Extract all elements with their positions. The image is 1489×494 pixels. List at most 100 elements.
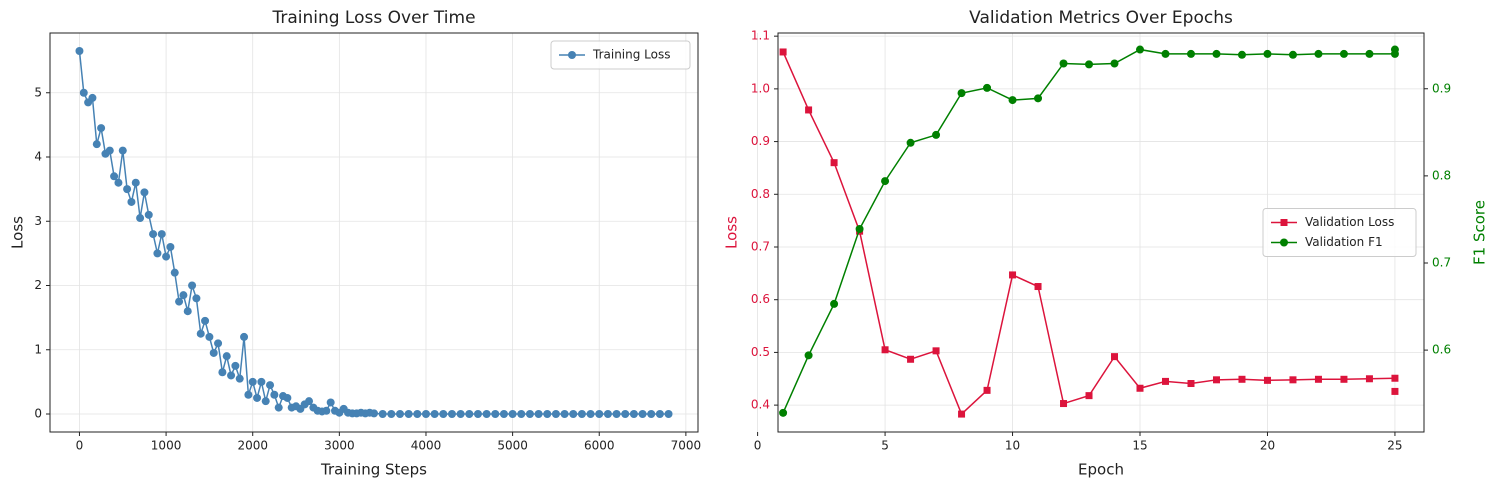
marker bbox=[629, 410, 638, 419]
marker bbox=[804, 351, 813, 360]
marker bbox=[1365, 49, 1374, 58]
marker bbox=[779, 48, 787, 56]
marker bbox=[131, 178, 140, 187]
marker bbox=[881, 346, 889, 354]
marker bbox=[1391, 387, 1399, 395]
y-tick-label: 1.0 bbox=[751, 81, 770, 95]
legend-marker bbox=[1280, 238, 1288, 247]
marker bbox=[430, 410, 439, 419]
y-axis-label: Loss bbox=[9, 216, 27, 249]
marker bbox=[543, 410, 552, 419]
marker bbox=[1059, 59, 1068, 68]
marker bbox=[1314, 49, 1323, 58]
marker bbox=[170, 268, 179, 277]
marker bbox=[1085, 392, 1093, 400]
marker bbox=[214, 339, 223, 348]
marker bbox=[244, 390, 253, 399]
marker bbox=[1365, 375, 1373, 383]
x-tick-label: 10 bbox=[1005, 439, 1020, 453]
marker bbox=[1314, 375, 1322, 383]
marker bbox=[209, 348, 218, 357]
marker bbox=[1008, 96, 1017, 105]
legend-label: Training Loss bbox=[592, 48, 670, 62]
x-tick-label: 3000 bbox=[324, 439, 355, 453]
marker bbox=[482, 410, 491, 419]
y-tick-label: 0.7 bbox=[751, 239, 770, 253]
marker bbox=[1060, 400, 1068, 408]
marker bbox=[855, 225, 864, 234]
marker bbox=[222, 352, 231, 361]
marker bbox=[447, 410, 456, 419]
marker bbox=[175, 297, 184, 306]
marker bbox=[1111, 353, 1119, 361]
marker bbox=[1212, 49, 1221, 58]
marker bbox=[1263, 49, 1272, 58]
marker bbox=[201, 316, 210, 325]
marker bbox=[322, 406, 331, 415]
marker bbox=[1110, 59, 1119, 68]
marker bbox=[421, 410, 430, 419]
y-tick-label: 0.5 bbox=[751, 345, 770, 359]
marker bbox=[1009, 271, 1017, 279]
legend-marker bbox=[1280, 219, 1288, 226]
marker bbox=[932, 347, 940, 355]
chart-title: Training Loss Over Time bbox=[271, 8, 475, 28]
y2-tick-label: 0.9 bbox=[1432, 81, 1451, 95]
marker bbox=[378, 410, 387, 419]
marker bbox=[326, 398, 335, 407]
marker bbox=[110, 172, 119, 181]
marker bbox=[1161, 377, 1169, 385]
marker bbox=[638, 410, 647, 419]
marker bbox=[149, 230, 158, 239]
marker bbox=[270, 390, 279, 399]
marker bbox=[114, 178, 123, 187]
y-tick-label: 5 bbox=[34, 85, 42, 99]
legend-label: Validation Loss bbox=[1305, 215, 1394, 229]
x-tick-label: 0 bbox=[76, 439, 84, 453]
marker bbox=[118, 146, 127, 155]
marker bbox=[157, 230, 166, 239]
y-axis-label: Loss bbox=[723, 216, 741, 249]
marker bbox=[958, 410, 966, 418]
marker bbox=[205, 332, 214, 341]
marker bbox=[983, 83, 992, 92]
marker bbox=[105, 146, 114, 155]
marker bbox=[1136, 384, 1144, 392]
x-tick-label: 2000 bbox=[237, 439, 268, 453]
marker bbox=[1289, 376, 1297, 384]
plot-frame bbox=[49, 32, 699, 433]
marker bbox=[907, 355, 915, 363]
marker bbox=[188, 281, 197, 290]
marker bbox=[136, 214, 145, 223]
marker bbox=[231, 361, 240, 370]
x-tick-label: 4000 bbox=[411, 439, 442, 453]
marker bbox=[957, 89, 966, 98]
y-tick-label: 2 bbox=[34, 278, 42, 292]
y-tick-label: 1 bbox=[34, 342, 42, 356]
legend-marker bbox=[568, 51, 576, 59]
x-tick-label: 0 bbox=[754, 439, 762, 453]
marker bbox=[1237, 50, 1246, 59]
legend-box bbox=[1262, 208, 1417, 257]
marker bbox=[127, 197, 136, 206]
marker bbox=[664, 410, 673, 419]
marker bbox=[1161, 49, 1170, 58]
marker bbox=[647, 410, 656, 419]
marker bbox=[404, 410, 413, 419]
marker bbox=[779, 408, 788, 417]
marker bbox=[1034, 94, 1043, 103]
x-axis-label: Epoch bbox=[1078, 461, 1124, 479]
marker bbox=[881, 177, 890, 186]
marker bbox=[387, 410, 396, 419]
marker bbox=[1288, 50, 1297, 59]
marker bbox=[123, 185, 132, 194]
marker bbox=[1340, 375, 1348, 383]
marker bbox=[1238, 375, 1246, 383]
marker bbox=[240, 332, 249, 341]
marker bbox=[595, 410, 604, 419]
marker bbox=[395, 410, 404, 419]
y-tick-label: 0.9 bbox=[751, 134, 770, 148]
marker bbox=[1212, 376, 1220, 384]
marker bbox=[569, 410, 578, 419]
